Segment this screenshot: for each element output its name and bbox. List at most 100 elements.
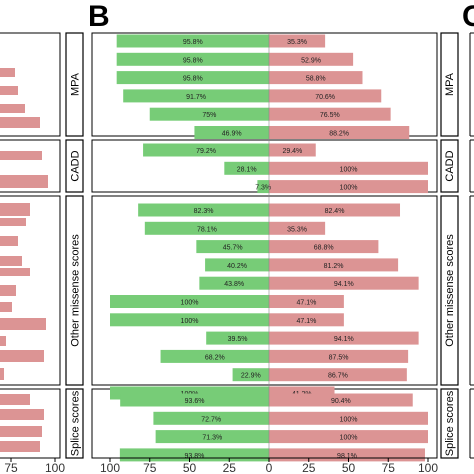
bar-right (269, 331, 419, 345)
bar-right-label: 47.1% (297, 318, 317, 325)
bar-right-label: 76.5% (320, 112, 340, 119)
group-label-box (440, 32, 459, 137)
bar-right-label: 86.7% (328, 373, 348, 380)
bar-right (269, 276, 419, 290)
bar-right-label: 100% (340, 185, 358, 192)
bar-right-label: 100% (340, 416, 358, 423)
bar-right (269, 180, 428, 194)
panel-a-group-label: CADD (70, 150, 82, 181)
bar-right (269, 240, 379, 254)
bar-left (116, 34, 269, 48)
bar-left-label: 28.1% (237, 166, 257, 173)
panel-a-bar (0, 68, 15, 77)
panel-a-frame (0, 195, 61, 386)
bar-right-label: 35.3% (287, 226, 307, 233)
panel-a-x-tick-label: 75 (4, 461, 18, 474)
x-tick-label: 100 (100, 461, 120, 474)
panel-a-bar (0, 268, 30, 276)
bar-left-label: 40.2% (227, 263, 247, 270)
panel-a-bar (0, 350, 44, 362)
panel-a-bar (0, 86, 18, 95)
x-tick-label: 25 (223, 461, 237, 474)
bar-left (153, 411, 269, 425)
bar-right-label: 58.8% (306, 76, 326, 83)
bar-right (269, 430, 428, 444)
bar-right-label: 52.9% (301, 57, 321, 64)
panel-a-group-label-box (65, 32, 84, 137)
x-tick-label: 75 (143, 461, 157, 474)
x-tick-label: 100 (418, 461, 438, 474)
group-label: MPA (444, 72, 456, 96)
panel-a-bar (0, 368, 4, 380)
bar-right (269, 411, 428, 425)
panel-a-bar (0, 175, 48, 188)
panel-a-bar (0, 236, 18, 246)
group-frame (91, 195, 438, 386)
bar-right (269, 349, 409, 363)
bar-right-label: 81.2% (324, 263, 344, 270)
panel-a-frame (0, 32, 61, 137)
panel-a-bar (0, 441, 40, 452)
bar-right (269, 89, 382, 103)
bar-right-label: 90.4% (331, 398, 351, 405)
panel-a-bar (0, 285, 16, 296)
bar-right (269, 161, 428, 175)
group-label-box (440, 139, 459, 193)
bar-left (120, 393, 270, 407)
bar-left-label: 22.9% (241, 373, 261, 380)
bar-right (269, 295, 344, 308)
bar-right-label: 100% (340, 166, 358, 173)
panel-a-bar (0, 218, 26, 226)
bar-left (196, 240, 269, 254)
bar-left (110, 313, 269, 327)
bar-left (194, 126, 269, 139)
bar-right (269, 221, 326, 235)
bar-left (149, 107, 269, 121)
panel-a-bar (0, 318, 46, 330)
x-tick-label: 50 (183, 461, 197, 474)
bar-left-label: 43.8% (224, 281, 244, 288)
group-label-box (440, 195, 459, 386)
group-label: CADD (444, 150, 456, 181)
bar-left-label: 91.7% (186, 94, 206, 101)
bar-left (257, 180, 269, 194)
panel-a-bar (0, 426, 42, 437)
bar-right (269, 52, 354, 66)
x-tick-label: 0 (266, 461, 273, 474)
panel-a-bar (0, 336, 6, 346)
panel-letter-b: B (88, 0, 110, 33)
bar-right-label: 98.1% (337, 453, 357, 460)
bar-right-label: 82.4% (325, 208, 345, 215)
bar-right-label: 35.3% (287, 39, 307, 46)
panel-a-bar (0, 394, 30, 405)
panel-a-group-label-box (65, 388, 84, 459)
x-tick-label: 50 (342, 461, 356, 474)
panel-a-bar (0, 302, 12, 312)
bar-right-label: 68.8% (314, 245, 334, 252)
bar-left (232, 368, 269, 382)
panel-a-bar (0, 256, 22, 266)
bar-left (116, 71, 269, 85)
bar-right (269, 313, 344, 327)
panel-a-group-label: Splice scores (70, 390, 82, 456)
bar-left-label: 93.8% (184, 453, 204, 460)
bar-left (155, 430, 269, 444)
bar-left-label: 71.3% (202, 435, 222, 442)
bar-right (269, 71, 363, 85)
panel-a-bar (0, 409, 44, 420)
bar-left-label: 95.8% (183, 76, 203, 83)
group-label: Other missense scores (444, 234, 456, 347)
group-label: Splice scores (444, 390, 456, 456)
bar-left (110, 295, 269, 308)
bar-left (138, 203, 269, 217)
bar-right (269, 393, 413, 407)
bar-right (269, 34, 326, 48)
bar-right-label: 87.5% (329, 354, 349, 361)
bar-right (269, 258, 399, 272)
bar-left-label: 7.3% (255, 185, 271, 192)
x-tick-label: 75 (382, 461, 396, 474)
panel-a-group-label-box (65, 139, 84, 193)
bar-left-label: 45.7% (223, 245, 243, 252)
panel-a-group-label: Other missense scores (70, 234, 82, 347)
bar-left (205, 258, 269, 272)
